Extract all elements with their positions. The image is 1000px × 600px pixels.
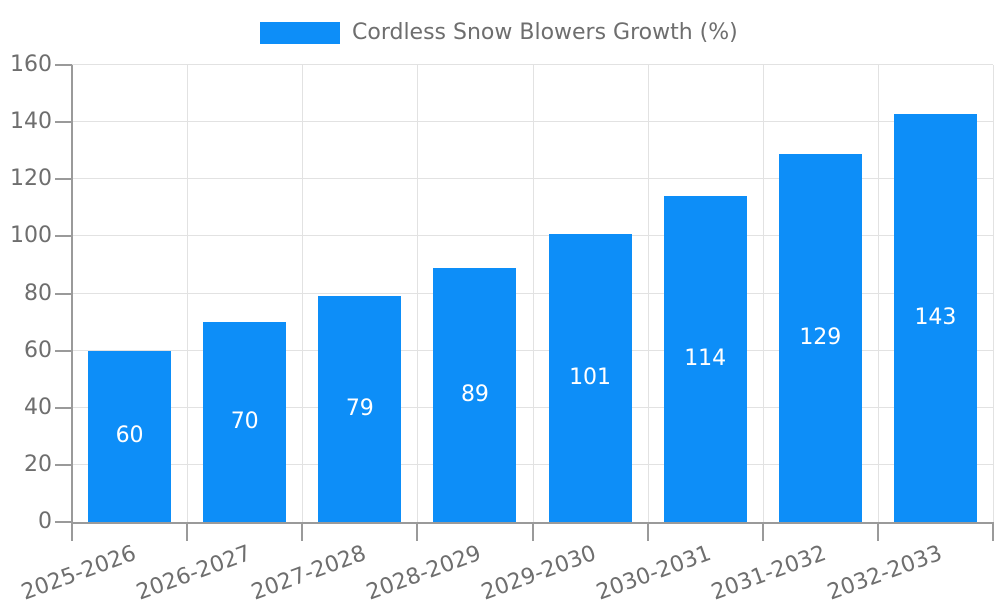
bar-value-label: 60 (115, 423, 144, 449)
x-tick-label: 2030-2031 (593, 541, 715, 600)
x-tick (876, 524, 879, 541)
x-tick-label: 2027-2028 (248, 541, 370, 600)
x-tick-label: 2025-2026 (17, 541, 140, 600)
legend-swatch (260, 22, 340, 44)
y-tick-label: 40 (24, 394, 52, 420)
x-tick (71, 524, 73, 541)
y-tick (55, 235, 72, 238)
y-tick-label: 160 (10, 52, 52, 77)
x-tick (992, 524, 994, 541)
x-tick-label: 2028-2029 (363, 541, 485, 600)
y-tick-label: 0 (38, 509, 52, 534)
bar[interactable] (203, 322, 287, 522)
x-tick (416, 524, 419, 541)
legend-item[interactable]: Cordless Snow Blowers Growth (%) (260, 20, 738, 46)
y-tick-label: 120 (10, 166, 52, 192)
x-tick-label: 2026-2027 (132, 541, 255, 600)
x-tick (646, 524, 649, 541)
y-tick-label: 80 (24, 280, 52, 306)
y-tick (55, 349, 72, 352)
x-tick (186, 524, 189, 541)
y-tick (55, 463, 72, 466)
x-tick-label: 2031-2032 (708, 541, 830, 600)
x-tick-label: 2032-2033 (823, 541, 945, 600)
x-gridline (302, 65, 304, 522)
x-tick (301, 524, 304, 541)
y-tick (55, 121, 72, 124)
x-tick (531, 524, 534, 541)
bar[interactable] (88, 350, 172, 522)
bar[interactable] (893, 113, 977, 522)
y-tick-label: 60 (24, 337, 52, 363)
bar[interactable] (433, 267, 517, 522)
bar[interactable] (318, 296, 402, 522)
x-axis-line (71, 522, 994, 524)
x-gridline (993, 65, 994, 522)
y-tick-label: 140 (10, 109, 52, 135)
x-gridline (877, 65, 879, 522)
y-tick-label: 100 (10, 223, 52, 249)
legend-label: Cordless Snow Blowers Growth (%) (352, 20, 738, 45)
x-gridline (647, 65, 649, 522)
bar[interactable] (663, 196, 747, 522)
x-gridline (187, 65, 189, 522)
bar-value-label: 79 (345, 396, 374, 422)
bar-value-label: 101 (569, 364, 612, 390)
x-gridline (532, 65, 534, 522)
x-gridline (417, 65, 419, 522)
y-gridline (72, 64, 993, 65)
y-tick (55, 64, 72, 66)
bar-value-label: 129 (799, 324, 842, 350)
bar-value-label: 89 (460, 381, 489, 407)
bar[interactable] (548, 233, 632, 522)
x-tick (761, 524, 764, 541)
x-gridline (762, 65, 764, 522)
bar-value-label: 114 (684, 346, 727, 372)
y-tick-label: 20 (24, 451, 52, 477)
y-tick (55, 406, 72, 409)
y-tick (55, 521, 72, 523)
y-tick (55, 178, 72, 181)
bar-value-label: 70 (230, 409, 259, 435)
bar-value-label: 143 (914, 304, 957, 330)
x-tick-label: 2029-2030 (478, 541, 600, 600)
y-axis-line (71, 65, 73, 524)
y-tick (55, 292, 72, 295)
bar[interactable] (778, 153, 862, 522)
